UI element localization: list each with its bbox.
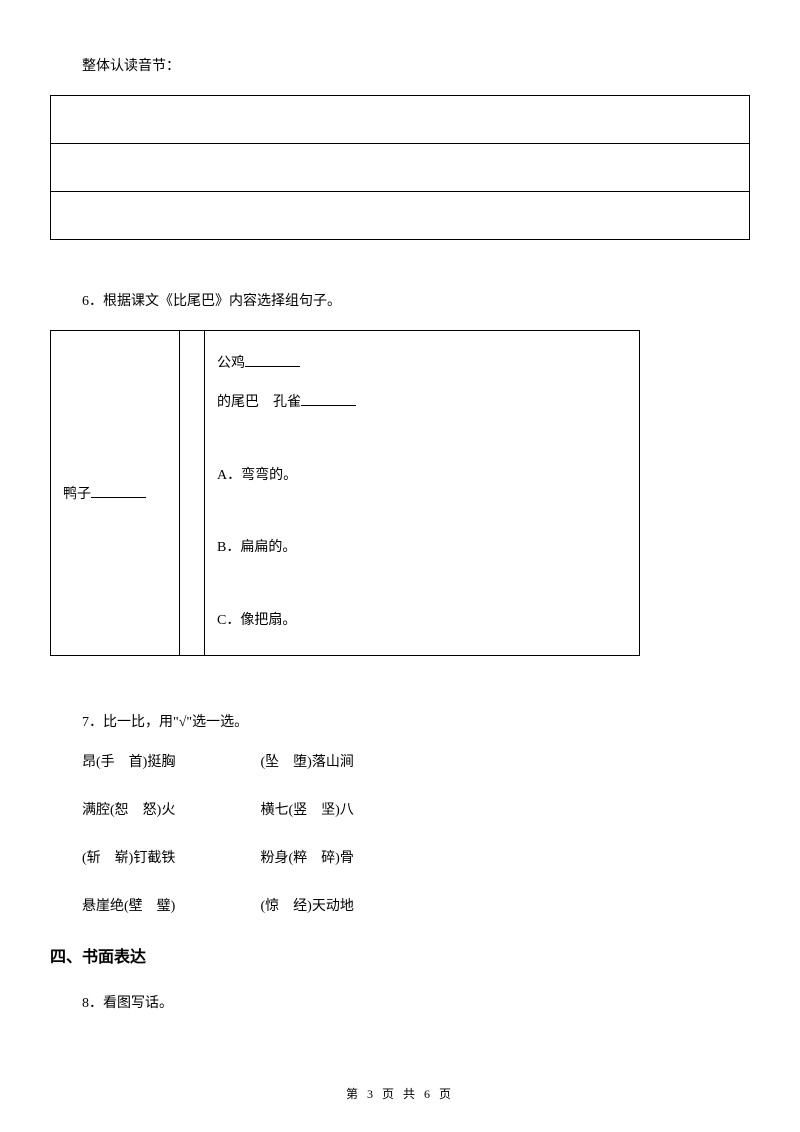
empty-cell (51, 144, 750, 192)
q7-0b: (坠 堕)落山涧 (261, 751, 436, 771)
q6-left-text: 鸭子 (63, 487, 91, 502)
q7-row-1: 满腔(恕 怒)火 横七(竖 坚)八 (82, 799, 750, 819)
blank-line (301, 392, 356, 406)
q6-option-a: A．弯弯的。 (217, 461, 627, 492)
q6-r-line2a: 的尾巴 (217, 395, 259, 410)
section-4-heading: 四、书面表达 (50, 943, 750, 967)
question-6-table: 鸭子 公鸡 的尾巴 孔雀 A．弯弯的。 B．扁扁的。 C．像把扇。 (50, 330, 640, 656)
q7-row-2: (斩 崭)钉截铁 粉身(粹 碎)骨 (82, 847, 750, 867)
q7-0a: 昂(手 首)挺胸 (82, 751, 257, 771)
empty-cell (51, 96, 750, 144)
footer-current: 3 (367, 1087, 376, 1101)
q6-r-line2b: 孔雀 (273, 395, 301, 410)
question-7-text: 7．比一比，用"√"选一选。 (82, 711, 750, 731)
q7-2b: 粉身(粹 碎)骨 (261, 847, 436, 867)
q7-3a: 悬崖绝(壁 璧) (82, 895, 257, 915)
footer-mid: 页 共 (376, 1087, 424, 1101)
blank-line (91, 484, 146, 498)
q7-1b: 横七(竖 坚)八 (261, 799, 436, 819)
q6-r-line1: 公鸡 (217, 356, 245, 371)
q7-3b: (惊 经)天动地 (261, 895, 436, 915)
empty-answer-table (50, 95, 750, 240)
q6-option-c: C．像把扇。 (217, 606, 627, 637)
q7-row-3: 悬崖绝(壁 璧) (惊 经)天动地 (82, 895, 750, 915)
question-8-text: 8．看图写话。 (82, 992, 750, 1012)
footer-total: 6 (424, 1087, 433, 1101)
q6-left-cell: 鸭子 (51, 331, 180, 656)
q6-right-cell: 公鸡 的尾巴 孔雀 A．弯弯的。 B．扁扁的。 C．像把扇。 (205, 331, 640, 656)
empty-cell (51, 192, 750, 240)
q7-1a: 满腔(恕 怒)火 (82, 799, 257, 819)
question-6-text: 6．根据课文《比尾巴》内容选择组句子。 (82, 290, 750, 310)
q7-2a: (斩 崭)钉截铁 (82, 847, 257, 867)
blank-line (245, 353, 300, 367)
footer-prefix: 第 (346, 1087, 367, 1101)
q7-row-0: 昂(手 首)挺胸 (坠 堕)落山涧 (82, 751, 750, 771)
page-footer: 第 3 页 共 6 页 (0, 1085, 800, 1102)
q6-mid-cell (180, 331, 205, 656)
section-label: 整体认读音节： (82, 55, 750, 75)
q6-option-b: B．扁扁的。 (217, 533, 627, 564)
footer-suffix: 页 (433, 1087, 454, 1101)
